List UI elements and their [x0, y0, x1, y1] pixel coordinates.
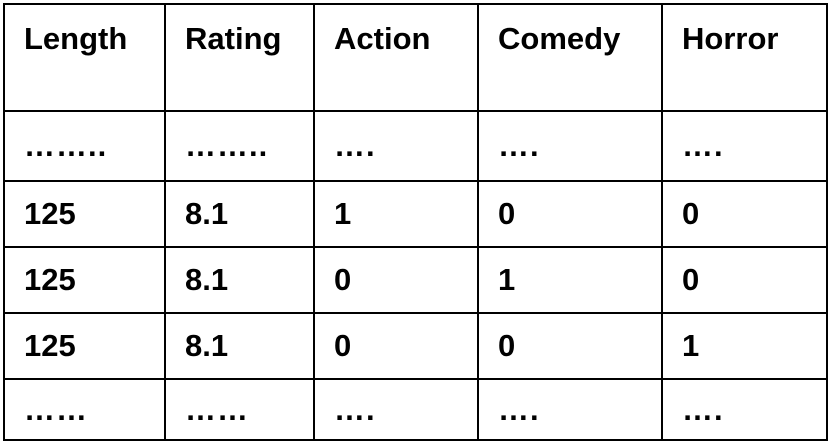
table-cell: ……	[3, 378, 166, 441]
table-row: 125 8.1 0 0 1	[3, 312, 828, 380]
table-cell: 0	[477, 180, 663, 248]
table-cell: 125	[3, 246, 166, 314]
data-table: Length Rating Action Comedy Horror …….. …	[3, 3, 828, 441]
table-cell: ……	[164, 378, 315, 441]
table-cell: 0	[477, 312, 663, 380]
table-cell: 1	[477, 246, 663, 314]
table-cell: 0	[661, 246, 828, 314]
table-cell: ….	[661, 110, 828, 182]
table-cell: ….	[661, 378, 828, 441]
table-cell: ……..	[3, 110, 166, 182]
header-rating: Rating	[164, 3, 315, 112]
header-action: Action	[313, 3, 479, 112]
header-length: Length	[3, 3, 166, 112]
table-cell: 0	[661, 180, 828, 248]
table-cell: ….	[313, 378, 479, 441]
table-cell: 125	[3, 312, 166, 380]
table-cell: 1	[661, 312, 828, 380]
table-cell: 8.1	[164, 180, 315, 248]
table-cell: 0	[313, 312, 479, 380]
table-row: …… …… …. …. ….	[3, 378, 828, 441]
table-cell: ……..	[164, 110, 315, 182]
table-cell: 1	[313, 180, 479, 248]
table-cell: ….	[313, 110, 479, 182]
table-cell: 0	[313, 246, 479, 314]
table-cell: 8.1	[164, 246, 315, 314]
header-horror: Horror	[661, 3, 828, 112]
table-cell: 8.1	[164, 312, 315, 380]
table-row: …….. …….. …. …. ….	[3, 110, 828, 182]
table-row: 125 8.1 1 0 0	[3, 180, 828, 248]
table-cell: ….	[477, 378, 663, 441]
table-cell: 125	[3, 180, 166, 248]
header-row: Length Rating Action Comedy Horror	[3, 3, 828, 112]
header-comedy: Comedy	[477, 3, 663, 112]
table-row: 125 8.1 0 1 0	[3, 246, 828, 314]
table-cell: ….	[477, 110, 663, 182]
